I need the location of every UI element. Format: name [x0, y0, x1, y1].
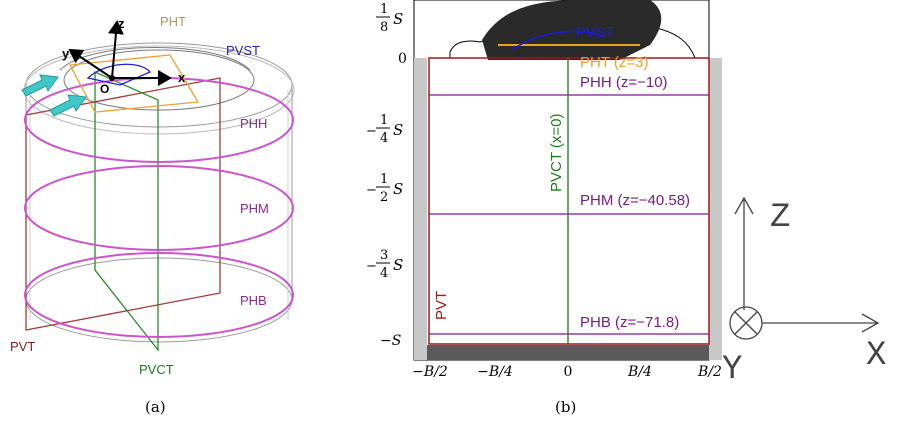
label-pvst-a: PVST: [226, 43, 260, 58]
svg-text:8: 8: [380, 20, 388, 35]
svg-text:S: S: [393, 121, 403, 139]
pvt-plane: [25, 77, 221, 331]
x-tick-half: B/2: [697, 364, 722, 380]
axes-a: [68, 20, 172, 86]
svg-text:1: 1: [380, 113, 388, 128]
flow-arrows: [21, 74, 87, 117]
phm-ellipse: [24, 165, 294, 251]
axis-z-label: z: [118, 16, 125, 31]
floor: [427, 345, 709, 360]
axis-icon-z-label: Z: [770, 199, 790, 237]
svg-text:1: 1: [380, 2, 388, 17]
svg-text:−: −: [366, 259, 377, 274]
svg-text:4: 4: [380, 131, 388, 146]
origin-point: [109, 75, 115, 81]
axis-y-label: y: [62, 46, 70, 61]
label-phb-b: PHB (z=−71.8): [580, 314, 679, 331]
pvct-plane: [94, 70, 159, 352]
label-pvst-b: PVST: [576, 24, 615, 41]
svg-text:S: S: [393, 256, 403, 274]
y-tick-quarter: − 1 4 S: [366, 113, 403, 146]
axis-icon-y-label: Y: [722, 351, 742, 389]
origin-label: O: [100, 82, 109, 96]
right-wall: [709, 58, 722, 360]
label-phh-b: PHH (z=−10): [580, 74, 668, 91]
svg-text:−: −: [366, 183, 377, 198]
panel-a: z y x O PHT PVST PHH PHM PHB PVT PVCT (a…: [10, 14, 295, 416]
axis-icon-x-label: X: [866, 337, 886, 375]
y-tick-eighth: 1 8 S: [376, 2, 403, 35]
label-pht-a: PHT: [160, 14, 186, 29]
label-phm-b: PHM (z=−40.58): [580, 192, 690, 209]
svg-text:2: 2: [380, 190, 388, 205]
caption-b: (b): [555, 398, 576, 416]
label-phm-a: PHM: [240, 201, 269, 216]
label-pvt-a: PVT: [10, 339, 35, 354]
label-pvct-b: PVCT (x=0): [548, 114, 565, 193]
x-tick-neg-quarter: −B/4: [477, 364, 513, 380]
pvst-shape: [86, 63, 152, 86]
label-pht-b: PHT (z=3): [580, 54, 649, 71]
x-tick-zero: 0: [564, 364, 573, 380]
x-tick-labels: −B/2 −B/4 0 B/4 B/2: [412, 364, 722, 380]
x-tick-neg-half: −B/2: [412, 364, 448, 380]
svg-text:S: S: [393, 180, 403, 198]
label-phh-a: PHH: [240, 116, 267, 131]
pvt-rect: [428, 57, 710, 345]
label-phb-a: PHB: [240, 293, 267, 308]
y-tick-three-quarter: − 3 4 S: [366, 248, 403, 281]
label-pvt-b: PVT: [433, 291, 450, 320]
pht-plane: [68, 54, 200, 113]
panel-b: PVST PHT (z=3) PHH (z=−10) PHM (z=−40.58…: [366, 0, 722, 416]
y-tick-full: −S: [380, 333, 401, 349]
svg-text:S: S: [393, 10, 403, 28]
left-wall: [414, 58, 427, 360]
svg-text:1: 1: [380, 172, 388, 187]
y-tick-half: − 1 2 S: [366, 172, 403, 205]
svg-text:−: −: [366, 124, 377, 139]
caption-a: (a): [145, 398, 166, 416]
x-tick-quarter: B/4: [627, 364, 652, 380]
svg-text:4: 4: [380, 266, 388, 281]
y-into-page-icon: [729, 306, 763, 340]
svg-text:3: 3: [380, 248, 388, 263]
pvst-shape-b: [511, 30, 601, 51]
label-pvct-a: PVCT: [139, 362, 174, 377]
y-tick-zero: 0: [398, 51, 407, 67]
axis-x-label: x: [178, 70, 186, 85]
axis-icon: [729, 196, 880, 340]
phb-ellipse: [24, 252, 294, 338]
